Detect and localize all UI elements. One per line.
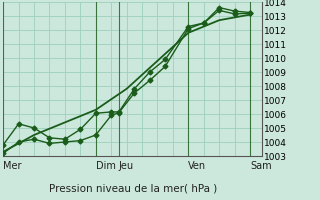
Text: Ven: Ven — [188, 161, 206, 171]
Text: Mer: Mer — [3, 161, 22, 171]
Text: Dim: Dim — [96, 161, 116, 171]
Text: Pression niveau de la mer( hPa ): Pression niveau de la mer( hPa ) — [49, 184, 217, 194]
Text: Jeu: Jeu — [119, 161, 134, 171]
Text: Sam: Sam — [250, 161, 272, 171]
